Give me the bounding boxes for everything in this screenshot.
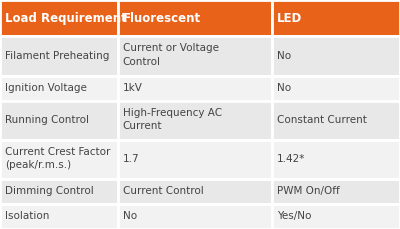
Text: Current Control: Current Control <box>123 186 204 196</box>
Text: No: No <box>277 83 291 93</box>
Text: Constant Current: Constant Current <box>277 115 367 125</box>
Text: Current or Voltage
Control: Current or Voltage Control <box>123 44 219 67</box>
Text: Dimming Control: Dimming Control <box>5 186 94 196</box>
Bar <box>272 101 400 140</box>
Bar <box>118 0 272 36</box>
Text: 1.7: 1.7 <box>123 154 140 164</box>
Text: Load Requirement: Load Requirement <box>5 12 126 25</box>
Text: Fluorescent: Fluorescent <box>123 12 201 25</box>
Bar <box>118 76 272 101</box>
Bar <box>0 140 118 179</box>
Bar <box>0 76 118 101</box>
Text: Ignition Voltage: Ignition Voltage <box>5 83 87 93</box>
Bar <box>272 204 400 229</box>
Text: 1kV: 1kV <box>123 83 143 93</box>
Text: LED: LED <box>277 12 302 25</box>
Bar <box>0 101 118 140</box>
Bar <box>272 76 400 101</box>
Text: Current Crest Factor
(peak/r.m.s.): Current Crest Factor (peak/r.m.s.) <box>5 147 110 170</box>
Bar <box>0 204 118 229</box>
Text: 1.42*: 1.42* <box>277 154 305 164</box>
Text: Running Control: Running Control <box>5 115 89 125</box>
Text: Yes/No: Yes/No <box>277 211 311 221</box>
Bar <box>0 36 118 76</box>
Bar <box>272 0 400 36</box>
Bar <box>118 140 272 179</box>
Text: Filament Preheating: Filament Preheating <box>5 51 109 61</box>
Bar <box>0 0 118 36</box>
Bar <box>272 179 400 204</box>
Bar <box>0 179 118 204</box>
Text: No: No <box>277 51 291 61</box>
Bar <box>272 140 400 179</box>
Bar <box>118 101 272 140</box>
Text: PWM On/Off: PWM On/Off <box>277 186 340 196</box>
Bar <box>272 36 400 76</box>
Bar <box>118 36 272 76</box>
Text: No: No <box>123 211 137 221</box>
Text: High-Frequency AC
Current: High-Frequency AC Current <box>123 108 222 131</box>
Bar <box>118 204 272 229</box>
Text: Isolation: Isolation <box>5 211 49 221</box>
Bar <box>118 179 272 204</box>
